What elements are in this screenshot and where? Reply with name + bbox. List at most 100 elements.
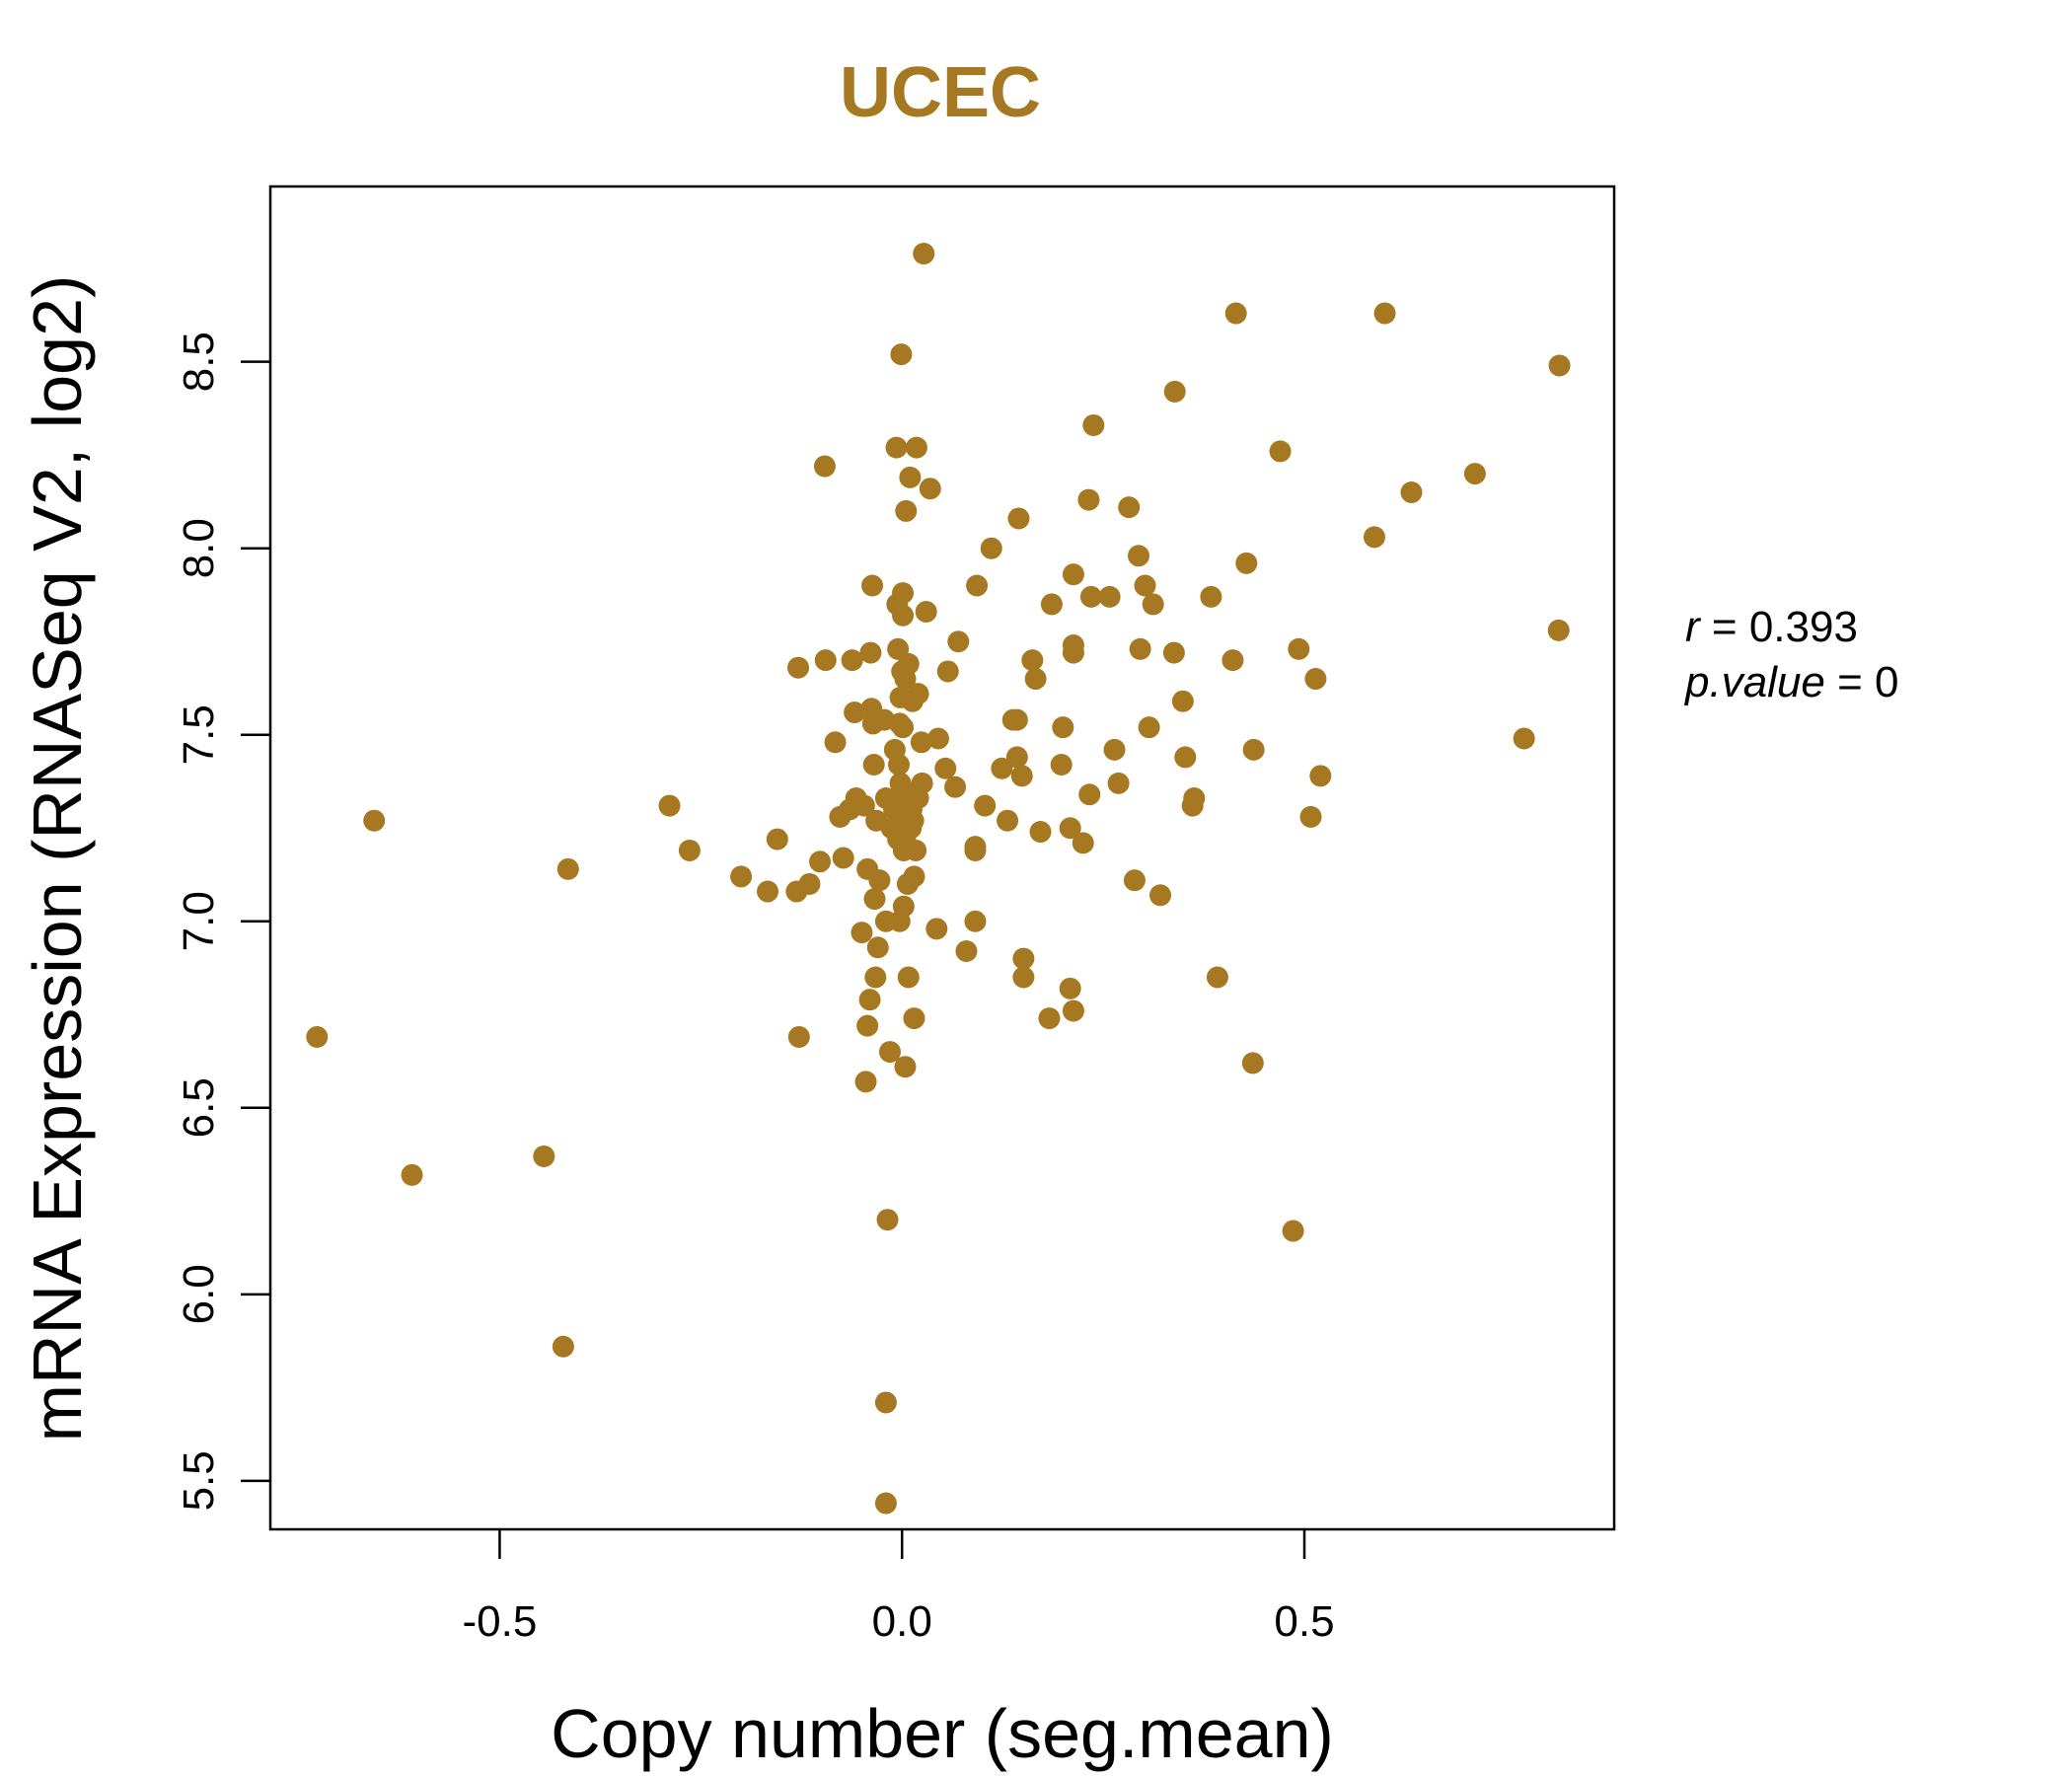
data-point	[863, 888, 886, 911]
data-point	[1098, 585, 1121, 608]
data-point	[1149, 884, 1172, 907]
data-point	[306, 1025, 329, 1048]
y-tick-label: 6.5	[175, 1077, 223, 1138]
y-tick-label: 7.0	[175, 891, 223, 951]
data-point	[878, 1041, 901, 1064]
data-point	[1021, 649, 1044, 672]
data-point	[934, 757, 957, 779]
data-point	[766, 828, 788, 851]
data-point	[862, 753, 885, 776]
data-point	[892, 582, 915, 605]
data-point	[1050, 753, 1073, 776]
data-point	[874, 1492, 897, 1515]
data-point	[1005, 708, 1028, 731]
data-point	[798, 872, 821, 895]
data-point	[1235, 552, 1258, 574]
data-point	[757, 880, 779, 903]
x-tick-label: -0.5	[463, 1597, 538, 1646]
data-point	[903, 865, 925, 888]
data-point	[861, 574, 884, 597]
data-point	[787, 1025, 810, 1048]
p-value: 0	[1875, 658, 1898, 706]
svg-text:p.value = 0: p.value = 0	[1683, 658, 1899, 706]
data-point	[1059, 817, 1081, 840]
data-point	[1127, 545, 1149, 567]
svg-text:r = 0.393: r = 0.393	[1685, 603, 1858, 651]
data-point	[895, 499, 918, 522]
data-point	[1400, 481, 1423, 504]
data-point	[926, 727, 949, 750]
data-point	[874, 1391, 897, 1414]
data-point	[1077, 488, 1100, 511]
data-point	[1038, 1007, 1061, 1030]
data-point	[1029, 821, 1052, 844]
data-point	[936, 660, 959, 683]
data-point	[1134, 574, 1156, 597]
data-point	[1079, 585, 1102, 608]
data-point	[868, 869, 891, 892]
data-point	[1363, 526, 1385, 549]
data-point	[824, 731, 847, 754]
x-axis-title: Copy number (seg.mean)	[551, 1695, 1334, 1772]
data-point	[730, 865, 753, 888]
data-point	[913, 243, 935, 265]
data-point	[902, 809, 925, 832]
data-point	[1463, 463, 1486, 485]
data-point	[1299, 805, 1322, 828]
data-point	[1012, 966, 1035, 989]
data-point	[401, 1163, 423, 1186]
data-point	[1062, 641, 1084, 664]
data-point	[1162, 641, 1185, 664]
data-point	[1309, 765, 1332, 787]
data-point	[1241, 1052, 1264, 1074]
data-point	[866, 936, 889, 959]
data-point	[854, 1071, 877, 1093]
data-point	[966, 574, 989, 597]
data-point	[852, 794, 875, 817]
data-point	[955, 940, 978, 963]
data-point	[905, 839, 927, 861]
data-point	[1129, 637, 1151, 660]
plot-area-frame	[268, 185, 1616, 1531]
chart-title: UCEC	[840, 53, 1041, 132]
correlation-annotation: r = 0.393 p.value = 0	[1683, 603, 1899, 706]
data-point	[903, 1007, 925, 1030]
data-point	[859, 641, 882, 664]
data-point	[363, 809, 386, 832]
data-point	[1123, 869, 1146, 892]
y-tick-label: 8.0	[175, 518, 223, 578]
data-point	[1224, 302, 1247, 325]
data-point	[980, 537, 1002, 559]
data-point	[678, 839, 701, 861]
data-point	[1052, 716, 1074, 739]
y-tick-label: 7.5	[175, 704, 223, 765]
data-point	[556, 857, 579, 880]
data-point	[1078, 783, 1101, 806]
data-points	[306, 243, 1571, 1515]
x-tick-label: 0.5	[1274, 1597, 1334, 1646]
data-point	[1010, 765, 1033, 787]
r-label: r	[1685, 603, 1702, 651]
data-point	[894, 1056, 917, 1078]
data-point	[1118, 496, 1141, 519]
data-point	[858, 989, 881, 1011]
data-point	[814, 649, 837, 672]
data-point	[991, 757, 1013, 779]
y-tick-label: 8.5	[175, 332, 223, 392]
data-point	[1174, 746, 1197, 769]
data-point	[1012, 947, 1035, 970]
data-point	[1059, 977, 1081, 999]
data-point	[1138, 716, 1160, 739]
data-point	[1242, 738, 1265, 761]
data-point	[974, 794, 997, 817]
data-point	[841, 649, 863, 672]
data-point	[1200, 585, 1222, 608]
data-point	[910, 731, 932, 754]
data-point	[1288, 637, 1310, 660]
data-point	[892, 895, 915, 918]
y-tick-label: 6.0	[175, 1264, 223, 1324]
data-point	[1269, 440, 1292, 463]
data-point	[905, 436, 927, 459]
data-point	[1373, 302, 1396, 325]
